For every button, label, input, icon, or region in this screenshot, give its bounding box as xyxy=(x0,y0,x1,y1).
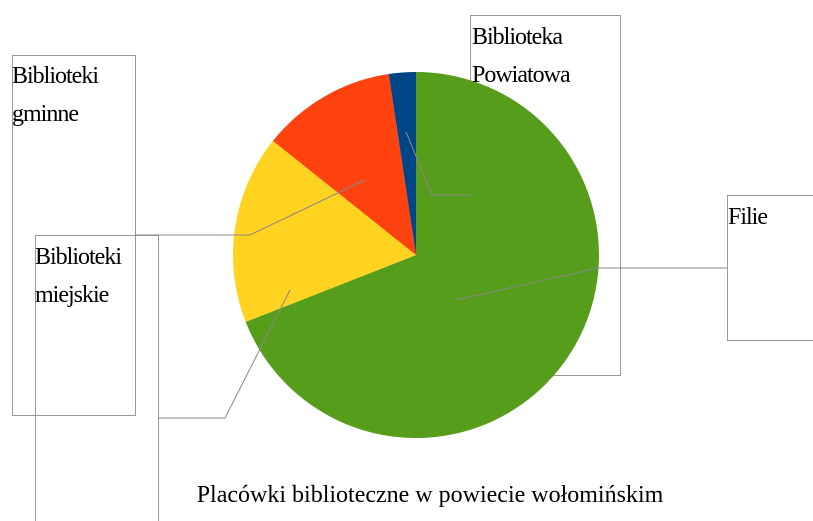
pie-slice xyxy=(245,72,600,438)
pie-slice xyxy=(388,72,416,255)
leader-lines xyxy=(135,131,727,419)
slice-label: Filie xyxy=(728,204,768,230)
pie-slice xyxy=(272,74,416,255)
pie-slice xyxy=(232,140,416,322)
leader-line xyxy=(135,179,366,236)
leader-line xyxy=(158,289,291,419)
chart-title: Placówki biblioteczne w powiecie wołomiń… xyxy=(196,482,664,508)
leader-line xyxy=(405,131,470,196)
leader-line xyxy=(455,267,727,301)
slice-label: Biblioteki miejskie xyxy=(35,244,122,308)
slice-label: Biblioteki gminne xyxy=(12,63,99,127)
label-box xyxy=(35,235,159,521)
label-box xyxy=(727,195,813,341)
slice-label: Biblioteka Powiatowa xyxy=(472,24,571,88)
